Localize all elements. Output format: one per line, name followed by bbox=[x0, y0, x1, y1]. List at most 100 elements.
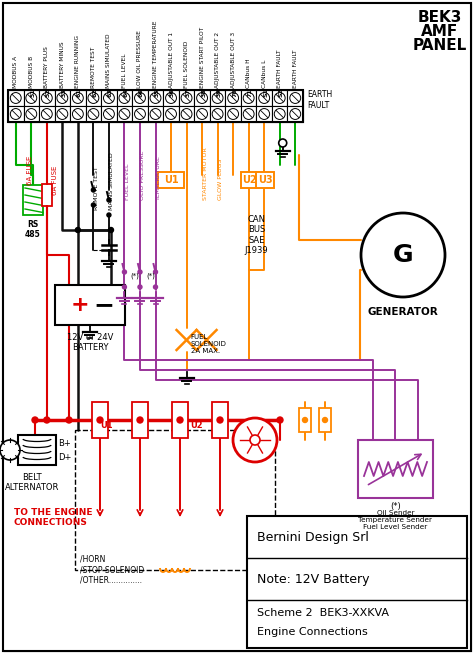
Bar bbox=[358, 440, 433, 498]
Text: S1: S1 bbox=[263, 88, 268, 97]
Text: ADJUSTABLE OUT 2: ADJUSTABLE OUT 2 bbox=[215, 32, 220, 88]
Bar bbox=[194, 106, 210, 122]
Circle shape bbox=[181, 109, 192, 120]
Circle shape bbox=[212, 93, 223, 103]
Circle shape bbox=[91, 203, 95, 207]
Text: B+: B+ bbox=[58, 438, 71, 447]
Bar bbox=[8, 90, 24, 106]
Text: 61: 61 bbox=[77, 88, 82, 97]
Circle shape bbox=[197, 109, 208, 120]
Circle shape bbox=[154, 270, 157, 274]
Bar bbox=[225, 90, 241, 106]
Circle shape bbox=[107, 213, 111, 217]
Circle shape bbox=[274, 109, 285, 120]
Circle shape bbox=[57, 109, 68, 120]
Text: RS
485: RS 485 bbox=[25, 220, 41, 239]
Text: 6A FUSE: 6A FUSE bbox=[52, 165, 58, 195]
Bar bbox=[225, 106, 241, 122]
Bar bbox=[287, 106, 303, 122]
Circle shape bbox=[97, 417, 103, 423]
Circle shape bbox=[279, 139, 287, 147]
Circle shape bbox=[26, 93, 36, 103]
Text: 71: 71 bbox=[247, 88, 253, 97]
Bar bbox=[179, 106, 194, 122]
Text: /HORN
/STOP SOLENOID
/OTHER..............: /HORN /STOP SOLENOID /OTHER.............… bbox=[80, 555, 144, 585]
Circle shape bbox=[32, 417, 38, 423]
Text: FUEL LEVEL: FUEL LEVEL bbox=[122, 54, 127, 88]
Text: 33: 33 bbox=[61, 88, 66, 97]
Text: Scheme 2  BEK3-XXKVA: Scheme 2 BEK3-XXKVA bbox=[257, 608, 389, 618]
Text: −: − bbox=[93, 293, 115, 317]
Circle shape bbox=[119, 93, 130, 103]
Bar bbox=[163, 90, 179, 106]
Text: 12V or 24V
BATTERY: 12V or 24V BATTERY bbox=[67, 333, 113, 353]
Circle shape bbox=[73, 109, 83, 120]
Text: ENGINE TEMPERATURE: ENGINE TEMPERATURE bbox=[153, 20, 158, 88]
Bar bbox=[55, 106, 70, 122]
Text: MAINS SIMULATED: MAINS SIMULATED bbox=[109, 152, 114, 210]
Bar bbox=[101, 106, 117, 122]
Text: GENERATOR: GENERATOR bbox=[368, 307, 438, 317]
Bar bbox=[55, 285, 125, 325]
Text: Note: 12V Battery: Note: 12V Battery bbox=[257, 572, 370, 585]
Text: 62: 62 bbox=[92, 88, 97, 97]
Bar bbox=[55, 90, 70, 106]
Text: CANbus H: CANbus H bbox=[246, 58, 251, 88]
Circle shape bbox=[217, 417, 223, 423]
Text: 35: 35 bbox=[155, 88, 159, 97]
Text: S2: S2 bbox=[279, 88, 284, 97]
Text: 63: 63 bbox=[108, 88, 113, 97]
Text: CAN
BUS
SAE
J1939: CAN BUS SAE J1939 bbox=[245, 215, 268, 255]
Bar bbox=[92, 402, 108, 438]
Bar bbox=[194, 90, 210, 106]
Bar bbox=[299, 408, 311, 432]
Text: TEMPERATURE: TEMPERATURE bbox=[156, 155, 161, 200]
Circle shape bbox=[150, 109, 161, 120]
Text: FUEL SOLENOID: FUEL SOLENOID bbox=[184, 41, 189, 88]
Circle shape bbox=[122, 270, 127, 274]
Bar bbox=[101, 90, 117, 106]
Bar bbox=[148, 106, 163, 122]
Bar bbox=[24, 90, 39, 106]
Circle shape bbox=[302, 417, 308, 422]
Text: Oil Sender
Temperature Sender
Fuel Level Sender: Oil Sender Temperature Sender Fuel Level… bbox=[358, 510, 432, 530]
Text: 36: 36 bbox=[170, 88, 175, 97]
Text: 38: 38 bbox=[201, 88, 206, 97]
Circle shape bbox=[119, 109, 130, 120]
Text: MODBUS A: MODBUS A bbox=[13, 56, 18, 88]
Text: ADJUSTABLE OUT 1: ADJUSTABLE OUT 1 bbox=[169, 32, 173, 88]
Text: GLOW PLUGS: GLOW PLUGS bbox=[218, 159, 223, 200]
Circle shape bbox=[122, 285, 127, 289]
Text: U1: U1 bbox=[164, 175, 178, 185]
Circle shape bbox=[66, 417, 72, 423]
Circle shape bbox=[0, 440, 20, 460]
Text: D+: D+ bbox=[58, 453, 72, 462]
Text: FUEL
SOLENOID
2A MAX.: FUEL SOLENOID 2A MAX. bbox=[191, 334, 227, 354]
Text: ADJUSTABLE OUT 3: ADJUSTABLE OUT 3 bbox=[231, 32, 236, 88]
Text: (*): (*) bbox=[390, 502, 401, 511]
Bar bbox=[39, 106, 55, 122]
Text: EARTH FAULT: EARTH FAULT bbox=[277, 50, 282, 88]
Bar bbox=[132, 402, 148, 438]
Bar bbox=[241, 90, 256, 106]
Bar bbox=[241, 106, 256, 122]
Bar bbox=[210, 90, 225, 106]
Circle shape bbox=[138, 270, 142, 274]
Text: Bernini Design Srl: Bernini Design Srl bbox=[257, 530, 369, 543]
Bar bbox=[287, 90, 303, 106]
Circle shape bbox=[73, 93, 83, 103]
Circle shape bbox=[57, 93, 68, 103]
Bar bbox=[117, 90, 132, 106]
Circle shape bbox=[290, 93, 301, 103]
Circle shape bbox=[135, 93, 146, 103]
Bar bbox=[210, 106, 225, 122]
Text: OLIO PRESSURE: OLIO PRESSURE bbox=[140, 150, 146, 200]
Bar bbox=[70, 90, 86, 106]
Circle shape bbox=[259, 93, 270, 103]
Bar bbox=[23, 185, 43, 215]
Text: U2: U2 bbox=[191, 421, 203, 430]
Text: MODBUS B: MODBUS B bbox=[29, 56, 34, 88]
Text: Engine Connections: Engine Connections bbox=[257, 627, 368, 637]
Circle shape bbox=[165, 109, 176, 120]
Circle shape bbox=[277, 417, 283, 423]
